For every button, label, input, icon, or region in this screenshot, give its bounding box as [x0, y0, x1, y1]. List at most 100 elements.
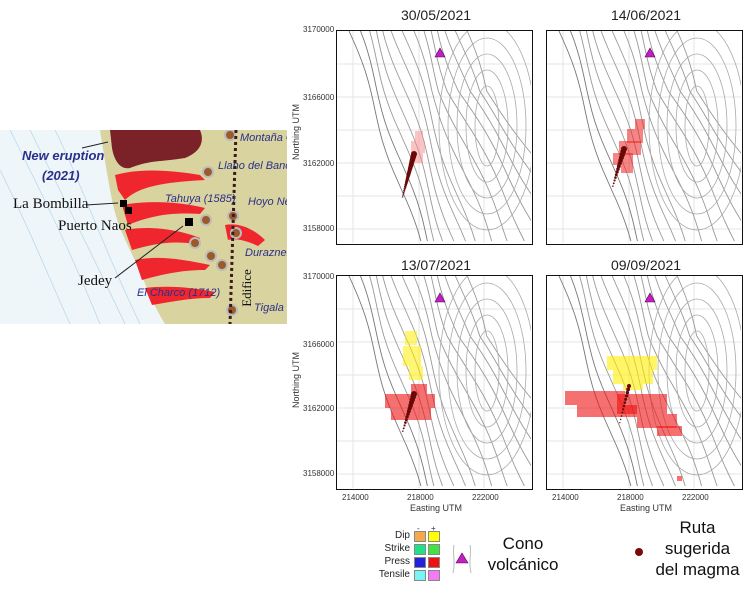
volcanic-cone-icon [644, 47, 656, 58]
panel-map [337, 266, 603, 491]
magma-route-dot [625, 390, 630, 395]
ytick: 3170000 [303, 25, 335, 34]
magma-route-dot [616, 167, 620, 171]
magma-route-dot [626, 387, 631, 392]
magma-line1: Ruta [679, 518, 716, 537]
legend-swatch-plus [428, 544, 440, 555]
label-tigala: Tigala [254, 302, 284, 314]
mechanism-legend: - + Dip Strike Press Tensile [360, 524, 460, 590]
legend-swatch-plus [428, 570, 440, 581]
magma-route-dot [615, 170, 619, 174]
volcanic-cone-icon [644, 292, 656, 303]
panel-map [547, 21, 754, 246]
panel-map [547, 266, 754, 491]
deformation-map-panel [546, 266, 754, 491]
legend-plus: + [431, 524, 436, 533]
legend-label: Press [384, 556, 410, 567]
legend-swatch-minus [414, 544, 426, 555]
label-year: (2021) [42, 168, 80, 183]
xtick: 218000 [407, 493, 434, 502]
label-jedey: Jedey [78, 273, 113, 289]
cone-legend-label: Cono volcánico [478, 533, 568, 575]
deformation-map-panel [336, 21, 603, 246]
magma-route-dot [624, 397, 628, 401]
panel-title: 13/07/2021 [400, 257, 472, 273]
label-edifice: Edifice [238, 269, 254, 307]
legend-swatch-minus [414, 557, 426, 568]
label-el-charco: El Charco (1712) [137, 287, 221, 299]
magma-route-dot [405, 415, 409, 419]
deformation-map-panel [546, 21, 754, 246]
magma-route-dot [623, 401, 627, 405]
magma-route-dot [619, 422, 621, 424]
location-map: New eruption (2021) La Bombilla Puerto N… [0, 130, 287, 324]
x-axis-label: Easting UTM [410, 503, 463, 513]
magma-line2: sugerida [664, 539, 731, 558]
label-duraznero: Duraznero [245, 247, 287, 259]
ytick: 3158000 [303, 469, 335, 478]
deformation-map-panel [336, 266, 603, 491]
volcanic-cone-icon [452, 545, 472, 573]
legend-minus: - [417, 524, 420, 533]
volcanic-cone-icon [434, 292, 446, 303]
label-puerto-naos: Puerto Naos [58, 218, 132, 234]
ytick: 3170000 [303, 272, 335, 281]
volcanic-cone-icon [434, 47, 446, 58]
magma-route-dot [404, 185, 407, 188]
xtick: 214000 [552, 493, 579, 502]
label-la-bombilla: La Bombilla [13, 196, 89, 212]
magma-route-dot [612, 185, 614, 187]
legend-swatch-plus [428, 557, 440, 568]
magma-route-dot [404, 183, 408, 187]
magma-route-dot [612, 182, 615, 185]
xtick: 214000 [342, 493, 369, 502]
panel-title: 14/06/2021 [610, 7, 682, 23]
panel-title: 30/05/2021 [400, 7, 472, 23]
magma-route-dot [404, 421, 407, 424]
magma-route-dot [620, 415, 623, 417]
magma-route-dot [401, 196, 404, 198]
magma-route-dot [403, 187, 406, 190]
y-axis-label: Northing UTM [291, 103, 301, 160]
xtick: 218000 [617, 493, 644, 502]
ytick: 3166000 [303, 340, 335, 349]
legend-label: Dip [394, 530, 410, 541]
magma-route-dot [402, 191, 405, 194]
magma-line3: del magma [655, 560, 740, 579]
magma-route-dot [621, 411, 624, 414]
y-axis-label: Northing UTM [291, 351, 301, 408]
magma-route-dot [406, 409, 411, 414]
cone-line1: Cono [502, 534, 544, 553]
magma-route-dot [622, 408, 625, 411]
label-tahuya: Tahuya (1585) [165, 193, 236, 205]
magma-legend-label: Ruta sugerida del magma [645, 517, 750, 580]
ytick: 3158000 [303, 224, 335, 233]
legend-label: Strike [384, 543, 410, 554]
magma-route-dot [406, 412, 410, 416]
xtick: 222000 [472, 493, 499, 502]
legend-label: Tensile [378, 569, 410, 580]
magma-route-dot [613, 179, 616, 182]
label-hoyo: Hoyo Ne [248, 196, 287, 208]
magma-route-dot [402, 194, 404, 196]
magma-route-dot [403, 424, 406, 427]
ytick: 3162000 [303, 159, 335, 168]
magma-route-dot [622, 404, 626, 408]
ytick: 3162000 [303, 404, 335, 413]
panel-title: 09/09/2021 [610, 257, 682, 273]
panel-map [337, 21, 603, 246]
xtick: 222000 [682, 493, 709, 502]
label-montana: Montaña C [240, 132, 287, 144]
magma-route-dot [627, 384, 631, 388]
cone-line2: volcánico [487, 555, 559, 574]
magma-route-dot [614, 173, 618, 177]
magma-route-dot [402, 427, 405, 430]
legend-swatch-minus [414, 531, 426, 542]
x-axis-label: Easting UTM [620, 503, 673, 513]
magma-route-dot [614, 176, 617, 179]
label-new-eruption: New eruption [22, 148, 105, 163]
label-llano: Llano del Banc [218, 160, 287, 172]
legend-swatch-plus [428, 531, 440, 542]
magma-route-dot [403, 189, 406, 192]
magma-route-dot [402, 430, 404, 432]
